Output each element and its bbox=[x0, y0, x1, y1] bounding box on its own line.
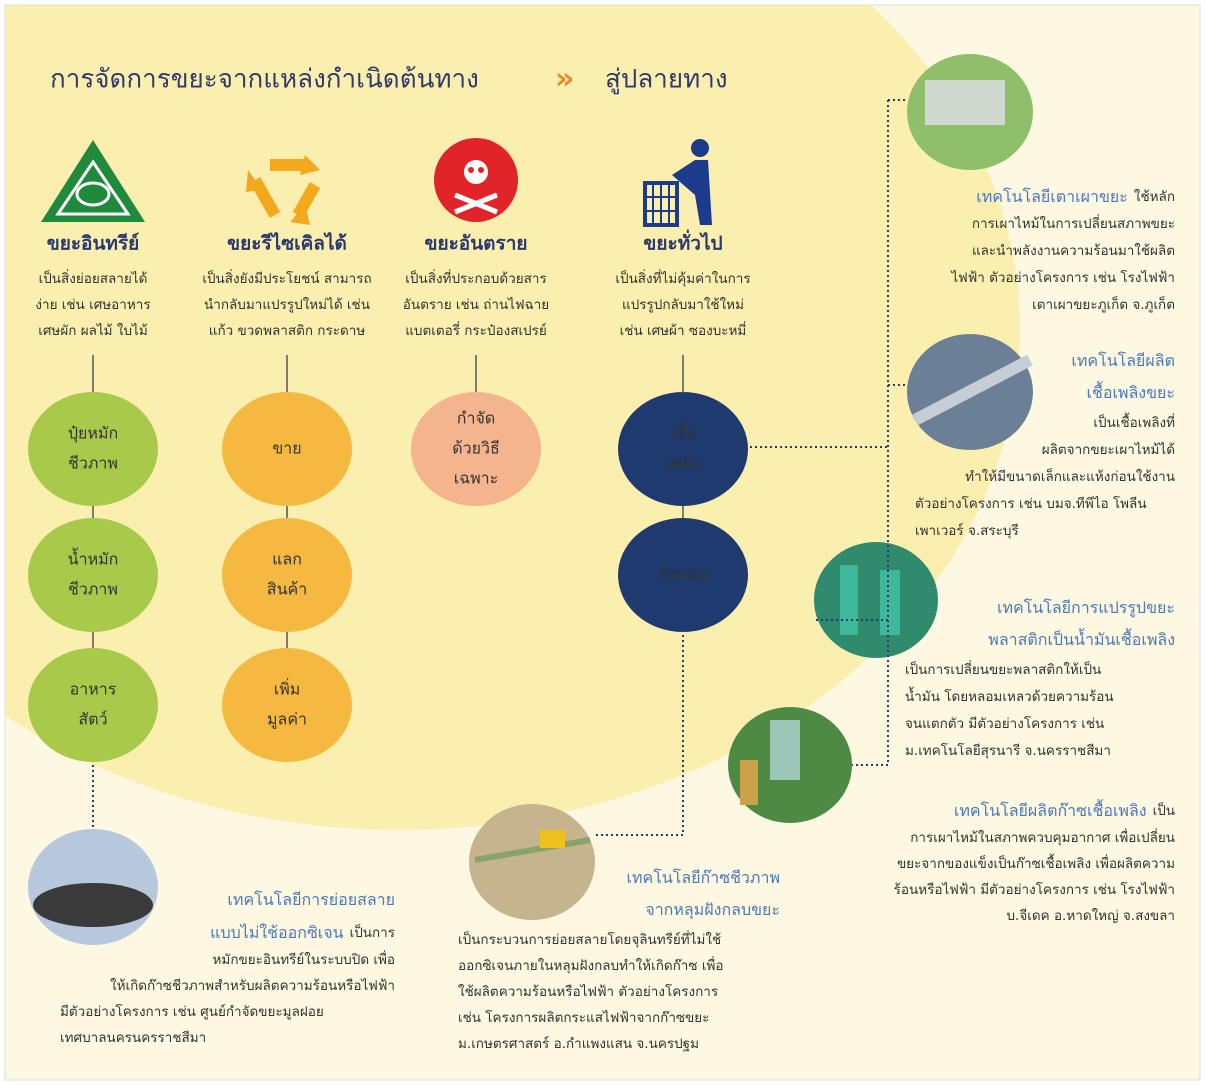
node-label: สินค้า bbox=[267, 580, 307, 599]
node-label: แลก bbox=[272, 550, 302, 569]
category-name: ขยะอันตราย bbox=[424, 233, 527, 255]
technology-title-line: เทคโนโลยีการย่อยสลาย bbox=[227, 890, 395, 909]
technology-text: เพาเวอร์ จ.สระบุรี bbox=[915, 522, 1019, 539]
category-name: ขยะรีไซเคิลได้ bbox=[227, 232, 347, 255]
technology-text: บ.จีเดค อ.หาดใหญ่ จ.สงขลา bbox=[1006, 907, 1175, 924]
node-label: น้ำหมัก bbox=[68, 548, 119, 569]
category-description: เศษผัก ผลไม้ ใบไม้ bbox=[38, 322, 147, 339]
technology-text: ออกซิเจนภายในหลุมฝังกลบทำให้เกิดก๊าซ เพื… bbox=[458, 956, 723, 974]
technology-title: เทคโนโลยีการย่อยสลาย bbox=[227, 890, 395, 909]
node-label: ด้วยวิธี bbox=[452, 439, 500, 458]
node-label: ชีวภาพ bbox=[68, 580, 118, 599]
technology-text: หมักขยะอินทรีย์ในระบบปิด เพื่อ bbox=[213, 950, 395, 968]
node-label: ชีวภาพ bbox=[68, 454, 118, 473]
technology-title: เทคโนโลยีผลิตก๊าซเชื้อเพลิง bbox=[954, 799, 1147, 820]
category-name: ขยะอินทรีย์ bbox=[47, 233, 140, 255]
technology-text: เป็นการ bbox=[350, 923, 395, 941]
technology-title-line: พลาสติกเป็นน้ำมันเชื้อเพลิง bbox=[988, 628, 1175, 649]
technology-title-line: เชื้อเพลิงขยะ bbox=[1087, 381, 1175, 402]
category-description: เป็นสิ่งย่อยสลายได้ bbox=[39, 269, 148, 287]
technology-title-line: เทคโนโลยีการแปรรูปขยะ bbox=[997, 598, 1175, 618]
node-label: ปุ๋ยหมัก bbox=[68, 424, 118, 444]
technology-text: ม.เกษตรศาสตร์ อ.กำแพงแสน จ.นครปฐม bbox=[458, 1035, 699, 1052]
technology-text: ผลิตจากขยะเผาไหม้ได้ bbox=[1042, 442, 1175, 458]
technology-text: เป็นกระบวนการย่อยสลายโดยจุลินทรีย์ที่ไม่… bbox=[458, 930, 721, 948]
node-label: สัตว์ bbox=[78, 710, 107, 729]
node-label: มูลค่า bbox=[267, 710, 307, 730]
category-description: แปรรูปกลับมาใช้ใหม่ bbox=[622, 296, 744, 313]
technology-text: การเผาไหม้ในสภาพควบคุมอากาศ เพื่อเปลี่ยน bbox=[910, 828, 1175, 846]
node-label: เชื้อ bbox=[670, 422, 696, 443]
infographic: การจัดการขยะจากแหล่งกำเนิดต้นทาง » สู่ปล… bbox=[0, 0, 1205, 1085]
outcome-node bbox=[28, 648, 158, 762]
category-name: ขยะทั่วไป bbox=[643, 230, 722, 255]
technology-title: เทคโนโลยีก๊าซชีวภาพ bbox=[627, 868, 780, 887]
hazard-icon bbox=[434, 138, 518, 222]
technology-text: ร้อนหรือไฟฟ้า มีตัวอย่างโครงการ เช่น โรง… bbox=[894, 881, 1175, 898]
technology-text: มีตัวอย่างโครงการ เช่น ศูนย์กำจัดขยะมูลฝ… bbox=[60, 1003, 324, 1020]
outcome-node bbox=[28, 392, 158, 506]
outcome-node bbox=[222, 648, 352, 762]
technology-text: เทศบาลนครนครราชสีมา bbox=[60, 1030, 206, 1046]
technology-text: ม.เทคโนโลยีสุรนารี จ.นครราชสีมา bbox=[905, 742, 1111, 759]
category-description: เป็นสิ่งยังมีประโยชน์ สามารถ bbox=[202, 269, 371, 287]
technology-text: เป็นเชื้อเพลิงที่ bbox=[1093, 412, 1175, 431]
technology-text: การเผาไหม้ในการเปลี่ยนสภาพขยะ bbox=[972, 214, 1175, 232]
technology-text: ขยะจากของแข็งเป็นก๊าซเชื้อเพลิง เพื่อผลิ… bbox=[897, 853, 1175, 872]
title-end: สู่ปลายทาง bbox=[605, 65, 728, 95]
technology-title-line: เทคโนโลยีผลิต bbox=[1071, 351, 1175, 370]
technology-text: จนแตกตัว มีตัวอย่างโครงการ เช่น bbox=[905, 715, 1104, 732]
technology-text: ตัวอย่างโครงการ เช่น บมจ.ทีพีไอ โพลีน bbox=[915, 495, 1147, 512]
technology-title: เทคโนโลยีผลิต bbox=[1071, 351, 1175, 370]
outcome-node bbox=[222, 518, 352, 632]
title-arrow: » bbox=[555, 62, 574, 97]
node-label: ฝังกลบ bbox=[660, 565, 707, 584]
technology-text: ให้เกิดก๊าซชีวภาพสำหรับผลิตความร้อนหรือไ… bbox=[110, 977, 395, 994]
technology-text: ทำให้มีขนาดเล็กและแห้งก่อนใช้งาน bbox=[965, 467, 1175, 485]
category-description: เป็นสิ่งที่ประกอบด้วยสาร bbox=[405, 269, 546, 287]
technology-text: ใช้ผลิตความร้อนหรือไฟฟ้า ตัวอย่างโครงการ bbox=[458, 983, 718, 1000]
category-description: ง่าย เช่น เศษอาหาร bbox=[35, 297, 150, 313]
category-description: เช่น เศษผ้า ซองบะหมี่ bbox=[620, 321, 747, 339]
technology-title-line: เทคโนโลยีเตาเผาขยะ ใช้หลัก bbox=[976, 187, 1175, 206]
title: การจัดการขยะจากแหล่งกำเนิดต้นทาง bbox=[50, 65, 479, 95]
technology-title-line: เทคโนโลยีผลิตก๊าซเชื้อเพลิง เป็น bbox=[954, 799, 1175, 820]
technology-text: ไฟฟ้า ตัวอย่างโครงการ เช่น โรงไฟฟ้า bbox=[950, 269, 1175, 286]
node-label: เพลิง bbox=[666, 454, 700, 473]
outcome-node bbox=[618, 392, 748, 506]
technology-text: ใช้หลัก bbox=[1134, 188, 1175, 205]
technology-title: เชื้อเพลิงขยะ bbox=[1087, 381, 1175, 402]
node-label: เพิ่ม bbox=[274, 678, 301, 699]
technology-title-line: จากหลุมฝังกลบขยะ bbox=[645, 900, 780, 920]
category-description: แบตเตอรี่ กระป๋องสเปรย์ bbox=[405, 321, 547, 339]
node-label: อาหาร bbox=[70, 680, 117, 699]
category-description: อันตราย เช่น ถ่านไฟฉาย bbox=[403, 297, 549, 313]
technology-title: จากหลุมฝังกลบขยะ bbox=[645, 900, 780, 920]
technology-text: เช่น โครงการผลิตกระแสไฟฟ้าจากก๊าซขยะ bbox=[458, 1009, 709, 1026]
category-description: แก้ว ขวดพลาสติก กระดาษ bbox=[209, 323, 366, 339]
node-label: ขาย bbox=[272, 439, 301, 458]
technology-text: เตาเผาขยะภูเก็ต จ.ภูเก็ต bbox=[1032, 295, 1175, 313]
category-description: เป็นสิ่งที่ไม่คุ้มค่าในการ bbox=[615, 269, 750, 287]
technology-text: และนำพลังงานความร้อนมาใช้ผลิต bbox=[972, 242, 1175, 259]
node-label: กำจัด bbox=[457, 409, 495, 428]
technology-title: เทคโนโลยีเตาเผาขยะ bbox=[976, 187, 1128, 206]
category-description: นำกลับมาแปรรูปใหม่ได้ เช่น bbox=[204, 296, 370, 313]
technology-text: เป็นการเปลี่ยนขยะพลาสติกให้เป็น bbox=[905, 660, 1101, 678]
technology-text: เป็น bbox=[1153, 801, 1175, 819]
technology-title: แบบไม่ใช้ออกซิเจน bbox=[210, 923, 344, 942]
technology-title: พลาสติกเป็นน้ำมันเชื้อเพลิง bbox=[988, 628, 1175, 649]
technology-text: น้ำมัน โดยหลอมเหลวด้วยความร้อน bbox=[905, 686, 1114, 705]
technology-title-line: เทคโนโลยีก๊าซชีวภาพ bbox=[627, 868, 780, 887]
technology-title: เทคโนโลยีการแปรรูปขยะ bbox=[997, 598, 1175, 618]
node-label: เฉพาะ bbox=[454, 469, 499, 488]
technology-title-line: แบบไม่ใช้ออกซิเจน เป็นการ bbox=[210, 923, 395, 942]
outcome-node bbox=[28, 518, 158, 632]
